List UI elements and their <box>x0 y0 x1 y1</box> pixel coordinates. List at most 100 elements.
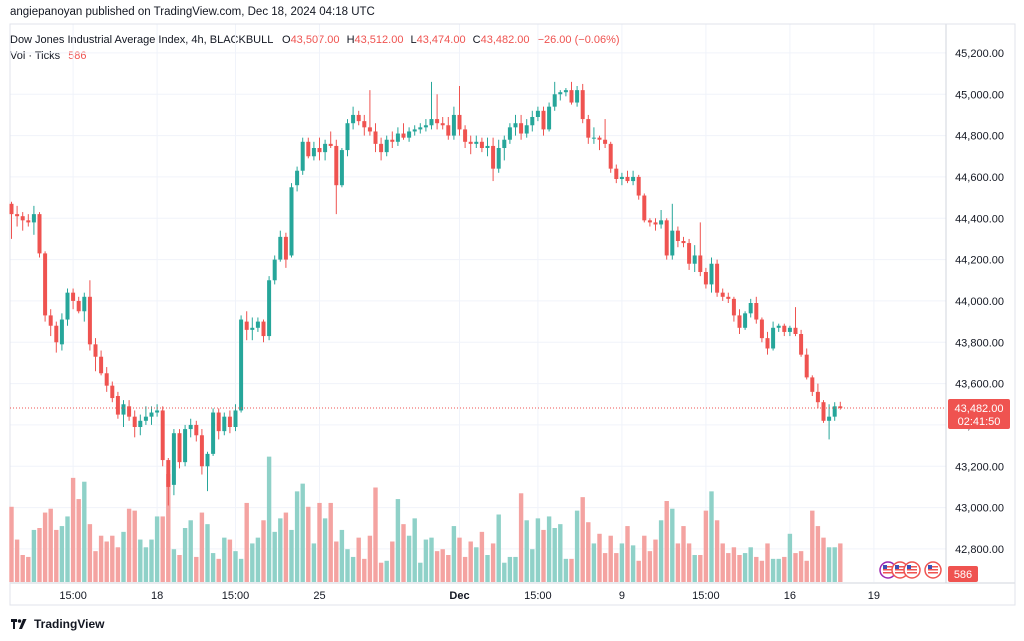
candle-body <box>43 253 48 316</box>
volume-bar <box>670 508 675 582</box>
volume-bar <box>826 547 832 582</box>
volume-bar <box>614 553 619 582</box>
volume-bar <box>412 518 417 582</box>
volume-bar <box>14 539 20 582</box>
volume-bar <box>300 483 305 582</box>
candle-body <box>390 139 395 142</box>
volume-bar <box>838 543 843 582</box>
last-volume-badge <box>948 566 978 582</box>
volume-bar <box>31 529 37 582</box>
volume-bar <box>524 520 529 582</box>
high-value: 43,512.00 <box>354 34 404 46</box>
candle-body <box>356 114 361 122</box>
candle-body <box>619 176 624 179</box>
tradingview-footer[interactable]: TradingView <box>10 617 104 631</box>
candle-body <box>659 220 664 225</box>
candle-body <box>827 416 832 421</box>
volume-bar <box>121 531 126 582</box>
candle-body <box>323 143 328 153</box>
candle-body <box>339 150 344 186</box>
candle-body <box>295 170 300 186</box>
candle-body <box>183 429 188 463</box>
candle-body <box>552 94 557 107</box>
volume-bar <box>804 560 809 582</box>
candle-body <box>54 325 59 343</box>
volume-bar <box>625 526 630 582</box>
candle-body <box>9 203 14 215</box>
volume-bar <box>110 535 115 582</box>
volume-bar <box>446 555 451 582</box>
candle-body <box>395 133 400 142</box>
price-chart[interactable]: 42,800.0043,000.0043,200.0043,400.0043,6… <box>0 0 1024 612</box>
volume-bar <box>759 560 765 582</box>
volume-bar <box>59 526 65 582</box>
volume-bar <box>126 508 132 582</box>
candle-body <box>132 416 137 427</box>
candle-body <box>771 327 776 349</box>
candle-body <box>418 127 423 130</box>
candle-body <box>216 412 221 432</box>
volume-bar <box>9 506 14 582</box>
volume-bar <box>222 537 227 582</box>
candle-body <box>586 119 591 138</box>
volume-bar <box>462 556 468 582</box>
volume-bar <box>244 502 249 582</box>
y-tick-label: 45,000.00 <box>955 89 1004 101</box>
candle-body <box>362 121 367 128</box>
candle-body <box>65 292 70 320</box>
candle-body <box>541 110 546 130</box>
volume-bar <box>468 541 473 582</box>
candle-body <box>451 114 456 136</box>
volume-bar <box>87 524 93 582</box>
candle-body <box>720 292 725 297</box>
volume-bar <box>832 547 837 582</box>
volume-bar <box>373 487 378 582</box>
candle-body <box>440 123 445 126</box>
volume-bar <box>815 526 821 582</box>
economic-event-icon[interactable] <box>879 561 897 579</box>
candle-body <box>401 133 406 138</box>
candle-body <box>87 296 92 345</box>
candle-body <box>636 176 641 196</box>
candle-body <box>457 114 462 130</box>
volume-bar <box>115 547 121 582</box>
volume-bar <box>709 491 714 582</box>
volume-bar <box>238 558 244 582</box>
candle-body <box>535 110 540 117</box>
candle-body <box>580 90 585 120</box>
volume-bar <box>205 524 210 582</box>
last-price-badge <box>948 398 1010 429</box>
volume-bar <box>485 555 490 582</box>
economic-event-icon[interactable] <box>903 561 921 579</box>
candle-body <box>99 356 104 374</box>
volume-bar <box>210 553 216 582</box>
volume-bar <box>65 516 70 582</box>
countdown-label: 02:41:50 <box>958 416 1001 428</box>
volume-bar <box>580 497 585 582</box>
volume-bar <box>132 510 137 582</box>
volume-bar <box>653 539 658 582</box>
candle-body <box>670 230 675 256</box>
candle-body <box>199 435 204 467</box>
y-tick-label: 44,600.00 <box>955 172 1004 184</box>
symbol-title[interactable]: Dow Jones Industrial Average Index, 4h, … <box>10 34 273 46</box>
economic-event-icon[interactable] <box>924 561 942 579</box>
change-value: −26.00 (−0.06%) <box>537 34 620 46</box>
candle-body <box>681 241 686 244</box>
candle-body <box>631 176 636 182</box>
volume-bar <box>328 502 333 582</box>
volume-bar <box>350 556 356 582</box>
candle-body <box>227 416 232 427</box>
x-tick-label: 15:00 <box>59 590 87 602</box>
candle-body <box>793 327 798 334</box>
volume-bar <box>586 522 591 582</box>
candle-body <box>709 263 714 285</box>
volume-bar <box>356 537 361 582</box>
y-tick-label: 43,600.00 <box>955 379 1004 391</box>
y-tick-label: 42,800.00 <box>955 544 1004 556</box>
candle-body <box>603 139 608 144</box>
candle-body <box>250 327 255 330</box>
close-value: 43,482.00 <box>480 34 530 46</box>
volume-bar <box>160 516 165 582</box>
candle-body <box>373 131 378 144</box>
